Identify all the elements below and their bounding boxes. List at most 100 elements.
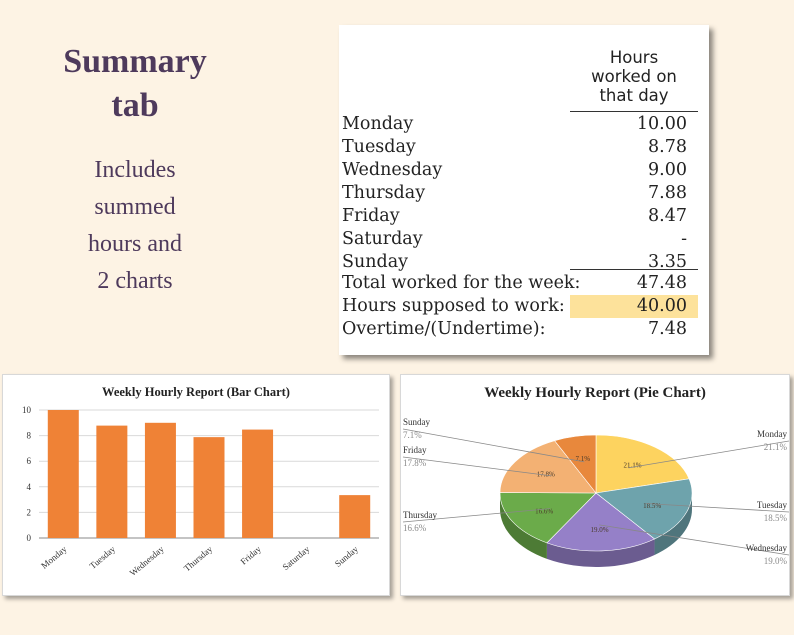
callout-line xyxy=(645,503,790,513)
pie-slice-percent: 21.1% xyxy=(624,462,642,470)
x-tick-label: Saturday xyxy=(280,544,311,573)
description: Includes summed hours and 2 charts xyxy=(40,152,230,300)
pie-slice-percent: 17.8% xyxy=(537,471,555,479)
row-label: Sunday xyxy=(342,252,409,272)
pie-legend-label: Tuesday xyxy=(757,500,788,510)
row-value: 7.88 xyxy=(648,183,687,203)
bar-chart-panel: Weekly Hourly Report (Bar Chart) 0 2 4 6 8 10… xyxy=(2,374,390,596)
row-label: Saturday xyxy=(342,229,423,249)
pie-slice-side xyxy=(654,493,692,555)
pie-chart-panel: Weekly Hourly Report (Pie Chart) 21.1% 18… xyxy=(400,374,790,596)
row-value: 9.00 xyxy=(648,160,687,180)
header-line: that day xyxy=(599,86,669,105)
hours-column-header: Hours worked on that day xyxy=(570,48,698,105)
row-label: Thursday xyxy=(342,183,426,203)
pie-legend-label: Friday xyxy=(403,445,427,455)
pie-chart-title: Weekly Hourly Report (Pie Chart) xyxy=(484,385,706,401)
bar-chart: Weekly Hourly Report (Bar Chart) 0 2 4 6 8 10… xyxy=(22,385,379,579)
pie-slice xyxy=(546,492,656,552)
y-tick-label: 8 xyxy=(27,431,32,441)
table-row-overtime: Overtime/(Undertime): 7.48 xyxy=(342,319,700,342)
pie-legend-percent: 19.0% xyxy=(764,556,788,566)
summary-heading-line1: Summary xyxy=(63,43,207,80)
pie-legend-percent: 18.5% xyxy=(764,513,788,523)
pie-slice-side xyxy=(500,493,547,559)
header-underline xyxy=(570,111,698,112)
pie-legend-label: Monday xyxy=(757,429,787,439)
description-line: Includes xyxy=(94,157,176,183)
row-value: 40.00 xyxy=(636,296,687,316)
x-tick-label: Wednesday xyxy=(128,544,166,579)
table-row-supposed: Hours supposed to work: 40.00 xyxy=(342,296,700,319)
table-row: Sunday 3.35 xyxy=(342,252,700,275)
y-tick-label: 4 xyxy=(27,482,32,492)
pie-slice xyxy=(499,440,597,494)
table-row: Monday 10.00 xyxy=(342,114,700,137)
x-tick-label: Friday xyxy=(238,544,263,567)
pie-slice-percent: 18.5% xyxy=(643,502,661,510)
row-value: 10.00 xyxy=(636,114,687,134)
callout-line xyxy=(402,428,585,463)
row-label: Hours supposed to work: xyxy=(342,296,565,316)
pie-slice xyxy=(554,434,597,494)
pie-legend-percent: 17.8% xyxy=(403,458,427,468)
total-divider xyxy=(570,269,698,270)
pie-slice-percent: 7.1% xyxy=(576,455,591,463)
bar-chart-title: Weekly Hourly Report (Bar Chart) xyxy=(102,385,290,399)
bar xyxy=(144,422,176,538)
row-label: Friday xyxy=(342,206,400,226)
bar xyxy=(96,425,128,538)
pie-slice-percent: 19.0% xyxy=(591,526,609,534)
callout-line xyxy=(402,456,552,477)
x-tick-label: Tuesday xyxy=(88,544,118,571)
bar xyxy=(193,437,225,538)
pie-slice-side xyxy=(546,538,655,567)
row-label: Wednesday xyxy=(342,160,443,180)
row-label: Monday xyxy=(342,114,414,134)
table-row: Tuesday 8.78 xyxy=(342,137,700,160)
row-label: Tuesday xyxy=(342,137,416,157)
row-value: 3.35 xyxy=(648,252,687,272)
callout-line xyxy=(402,508,551,523)
row-value: 7.48 xyxy=(648,319,687,339)
y-tick-label: 10 xyxy=(22,405,32,415)
summary-heading-line2: tab xyxy=(111,87,159,124)
callout-line xyxy=(628,440,790,469)
description-line: hours and xyxy=(88,231,182,257)
pie-legend-label: Sunday xyxy=(403,417,431,427)
hours-supposed-highlight xyxy=(570,295,698,318)
pie-slice xyxy=(499,492,597,544)
pie-slice-percent: 16.6% xyxy=(535,508,553,516)
summary-heading: Summary tab xyxy=(40,40,230,128)
table-row: Thursday 7.88 xyxy=(342,183,700,206)
description-line: 2 charts xyxy=(97,268,173,294)
description-line: summed xyxy=(94,194,176,220)
row-label: Total worked for the week: xyxy=(342,273,581,293)
y-tick-label: 2 xyxy=(27,507,32,517)
row-value: 8.78 xyxy=(648,137,687,157)
bar xyxy=(47,410,79,538)
pie-legend-percent: 16.6% xyxy=(403,523,427,533)
table-row: Saturday - xyxy=(342,229,700,252)
x-tick-label: Thursday xyxy=(182,544,215,574)
header-line: Hours xyxy=(609,48,659,67)
bar xyxy=(242,429,274,538)
callout-line xyxy=(599,524,790,556)
x-tick-label: Monday xyxy=(39,544,69,571)
pie-legend-label: Thursday xyxy=(403,510,437,520)
row-label: Overtime/(Undertime): xyxy=(342,319,546,339)
pie-chart: Weekly Hourly Report (Pie Chart) 21.1% 18… xyxy=(402,385,790,567)
y-tick-label: 6 xyxy=(27,456,32,466)
row-value: 8.47 xyxy=(648,206,687,226)
pie-legend-label: Wednesday xyxy=(746,543,788,553)
pie-legend-percent: 7.1% xyxy=(403,430,422,440)
x-tick-label: Sunday xyxy=(333,544,360,569)
pie-slice xyxy=(595,434,690,494)
table-row: Friday 8.47 xyxy=(342,206,700,229)
bar xyxy=(339,495,371,538)
table-row-total: Total worked for the week: 47.48 xyxy=(342,273,700,296)
pie-legend-percent: 21.1% xyxy=(764,442,788,452)
table-row: Wednesday 9.00 xyxy=(342,160,700,183)
row-value: 47.48 xyxy=(636,273,687,293)
y-tick-label: 0 xyxy=(27,533,32,543)
